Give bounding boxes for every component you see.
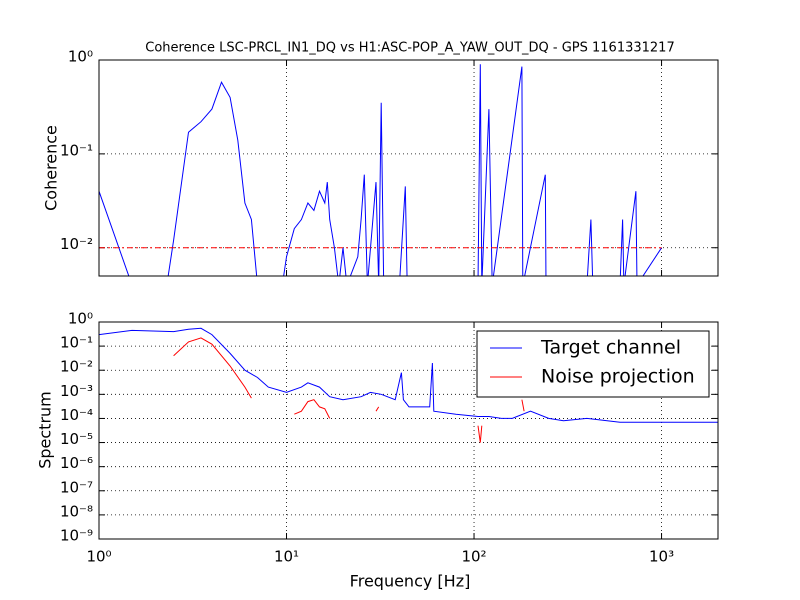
y-axis-label: Spectrum: [36, 391, 55, 469]
y-tick-label: 10⁰: [68, 48, 93, 66]
legend-box: [476, 330, 710, 398]
y-tick-label: 10⁻¹: [60, 334, 93, 352]
y-tick-label: 10⁻⁸: [60, 502, 93, 520]
x-tick-label: 10⁰: [86, 548, 111, 566]
y-tick-label: 10⁻²: [60, 358, 93, 376]
y-tick-label: 10⁻⁴: [60, 406, 93, 424]
y-tick-label: 10⁻⁶: [60, 454, 93, 472]
y-tick-label: 10⁰: [68, 310, 93, 328]
y-tick-label: 10⁻³: [60, 382, 93, 400]
chart-title: Coherence LSC-PRCL_IN1_DQ vs H1:ASC-POP_…: [145, 41, 674, 56]
data-line: [99, 327, 718, 423]
y-tick-label: 10⁻⁵: [60, 430, 93, 448]
plot-area: [99, 327, 718, 443]
data-line: [173, 337, 525, 443]
y-tick-label: 10⁻¹: [60, 141, 93, 159]
y-axis-label: Coherence: [42, 125, 61, 211]
legend-label: Noise projection: [541, 366, 695, 388]
x-axis-label: Frequency [Hz]: [350, 572, 471, 591]
y-tick-label: 10⁻⁷: [60, 478, 93, 496]
axes-frame: [98, 321, 719, 540]
plot-area: [99, 64, 663, 276]
x-tick-label: 10¹: [274, 548, 299, 566]
legend-label: Target channel: [540, 337, 681, 359]
y-tick-label: 10⁻²: [60, 235, 93, 253]
axes-frame: [98, 59, 719, 277]
y-tick-label: 10⁻⁹: [60, 527, 93, 545]
data-line: [99, 64, 663, 276]
x-tick-label: 10²: [461, 548, 486, 566]
x-tick-label: 10³: [649, 548, 674, 566]
